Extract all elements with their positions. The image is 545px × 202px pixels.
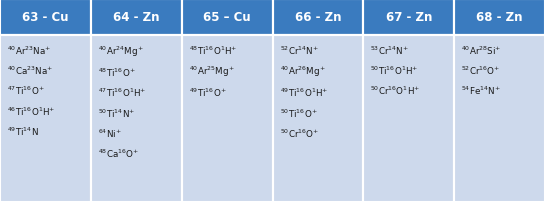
Text: $^{53}$Cr$^{14}$N$^{+}$
$^{50}$Ti$^{16}$O$^{1}$H$^{+}$
$^{50}$Cr$^{16}$O$^{1}$H$: $^{53}$Cr$^{14}$N$^{+}$ $^{50}$Ti$^{16}$… <box>371 44 421 97</box>
FancyBboxPatch shape <box>364 35 454 202</box>
FancyBboxPatch shape <box>272 35 364 202</box>
Text: $^{40}$Ar$^{24}$Mg$^{+}$
$^{48}$Ti$^{16}$O$^{+}$
$^{47}$Ti$^{16}$O$^{1}$H$^{+}$
: $^{40}$Ar$^{24}$Mg$^{+}$ $^{48}$Ti$^{16}… <box>98 44 146 159</box>
Text: 66 - Zn: 66 - Zn <box>295 11 341 24</box>
FancyBboxPatch shape <box>0 35 91 202</box>
Text: $^{48}$Ti$^{16}$O$^{1}$H$^{+}$
$^{40}$Ar$^{25}$Mg$^{+}$
$^{49}$Ti$^{16}$O$^{+}$: $^{48}$Ti$^{16}$O$^{1}$H$^{+}$ $^{40}$Ar… <box>189 44 237 99</box>
Text: $^{40}$Ar$^{28}$Si$^{+}$
$^{52}$Cr$^{16}$O$^{+}$
$^{54}$Fe$^{14}$N$^{+}$: $^{40}$Ar$^{28}$Si$^{+}$ $^{52}$Cr$^{16}… <box>461 44 502 97</box>
FancyBboxPatch shape <box>91 35 181 202</box>
Text: $^{52}$Cr$^{14}$N$^{+}$
$^{40}$Ar$^{26}$Mg$^{+}$
$^{49}$Ti$^{16}$O$^{1}$H$^{+}$
: $^{52}$Cr$^{14}$N$^{+}$ $^{40}$Ar$^{26}$… <box>280 44 328 139</box>
Text: 67 - Zn: 67 - Zn <box>385 11 432 24</box>
FancyBboxPatch shape <box>364 0 454 35</box>
FancyBboxPatch shape <box>454 35 545 202</box>
Text: 63 - Cu: 63 - Cu <box>22 11 69 24</box>
FancyBboxPatch shape <box>0 0 91 35</box>
Text: 64 - Zn: 64 - Zn <box>113 11 160 24</box>
FancyBboxPatch shape <box>272 0 364 35</box>
FancyBboxPatch shape <box>454 0 545 35</box>
Text: $^{40}$Ar$^{23}$Na$^{+}$
$^{40}$Ca$^{23}$Na$^{+}$
$^{47}$Ti$^{16}$O$^{+}$
$^{46}: $^{40}$Ar$^{23}$Na$^{+}$ $^{40}$Ca$^{23}… <box>7 44 56 137</box>
Text: 65 – Cu: 65 – Cu <box>203 11 251 24</box>
FancyBboxPatch shape <box>181 35 272 202</box>
FancyBboxPatch shape <box>91 0 181 35</box>
Text: 68 - Zn: 68 - Zn <box>476 11 523 24</box>
FancyBboxPatch shape <box>181 0 272 35</box>
